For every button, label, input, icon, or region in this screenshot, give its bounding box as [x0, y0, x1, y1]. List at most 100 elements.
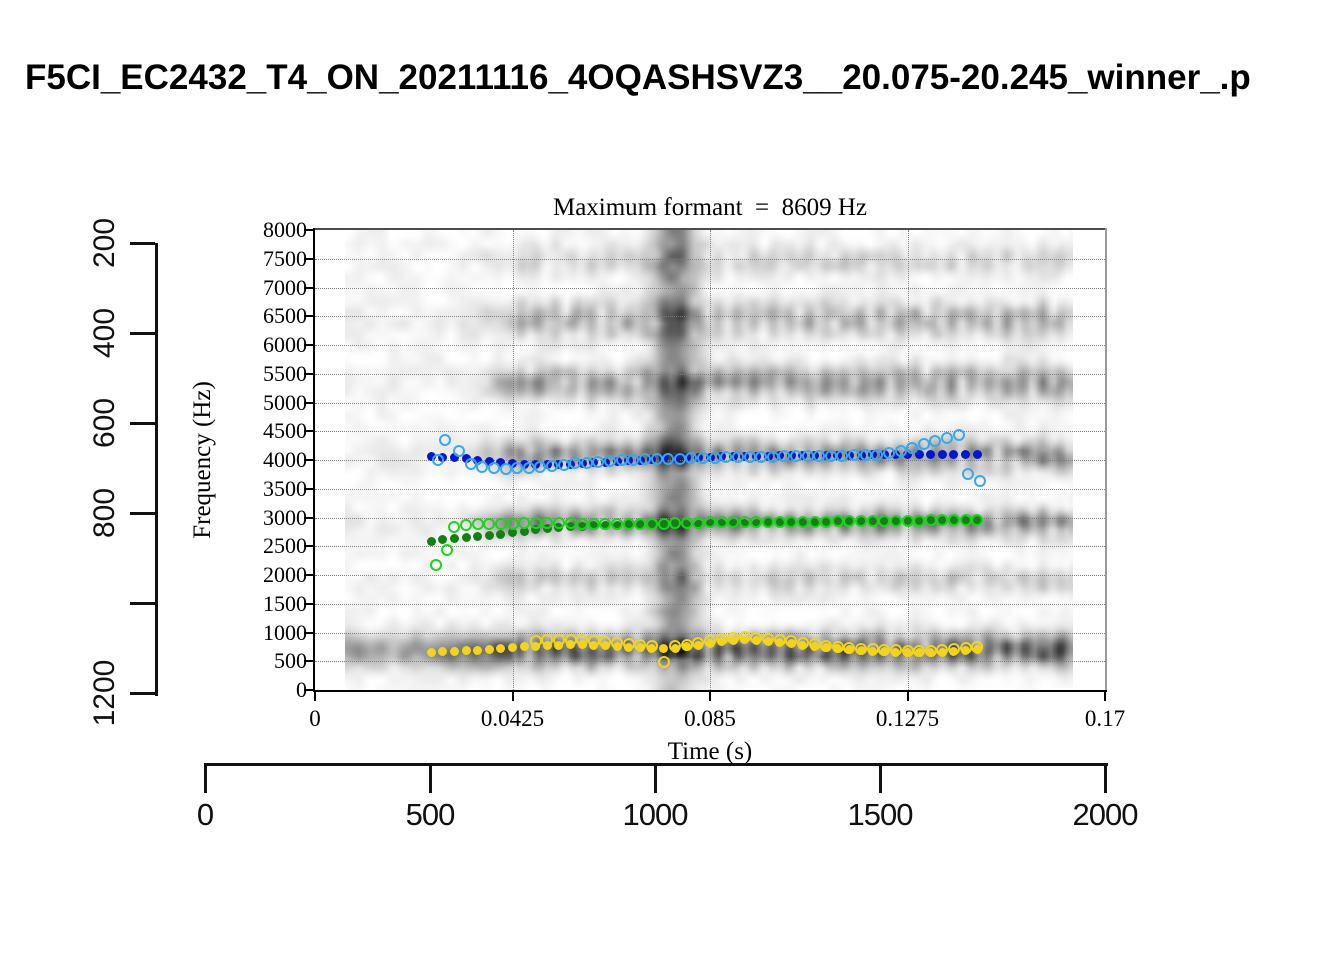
formant-point-F3-track-open	[720, 451, 733, 464]
formant-point-F3-track-filled	[914, 450, 924, 460]
formant-point-F3-track-open	[697, 451, 710, 464]
bottom-ruler-tick	[204, 763, 207, 793]
formant-point-F2-track-open	[657, 517, 670, 530]
formant-point-F1-track-open	[866, 643, 879, 656]
formant-point-F2-track-open	[622, 517, 635, 530]
formant-point-F1-track-open	[820, 639, 833, 652]
formant-point-F3-track-open	[499, 462, 512, 475]
formant-point-F3-track-open	[952, 428, 965, 441]
formant-point-F3-track-open	[708, 451, 721, 464]
formant-point-F3-track-open	[439, 434, 452, 447]
formant-point-F2-track-open	[796, 515, 809, 528]
formant-point-F3-track-open	[627, 453, 640, 466]
formant-point-F3-track-open	[534, 460, 547, 473]
formant-point-F2-track-open	[715, 516, 728, 529]
left-ruler-tick	[130, 332, 155, 335]
x-tick	[1104, 692, 1106, 701]
formant-point-F3-track-open	[848, 449, 861, 462]
formant-point-F2-track-filled	[426, 536, 436, 546]
formant-point-F1-track-open	[645, 639, 658, 652]
formant-point-F2-track-open	[785, 515, 798, 528]
formant-point-F3-track-open	[743, 450, 756, 463]
y-tick-label: 4000	[263, 447, 307, 472]
formant-point-F2-track-open	[959, 514, 972, 527]
formant-point-F2-track-open	[750, 515, 763, 528]
formant-point-F3-track-open	[557, 458, 570, 471]
y-tick	[304, 430, 313, 433]
x-axis-line	[313, 690, 1107, 692]
formant-point-F2-track-open	[552, 517, 565, 530]
formant-point-F3-track-open	[882, 447, 895, 460]
formant-point-F1-track-open	[552, 633, 565, 646]
formant-point-F1-track-open	[924, 644, 937, 657]
formant-point-F3-track-filled	[903, 450, 912, 460]
formant-point-F1-track-open	[599, 636, 612, 649]
formant-point-F2-track-open	[820, 515, 833, 528]
formant-point-F3-track-open	[546, 459, 558, 472]
formant-point-F3-track-open	[929, 435, 942, 448]
y-tick-label: 3000	[263, 504, 307, 530]
y-tick	[304, 631, 313, 634]
formant-point-F1-track-filled	[449, 646, 459, 656]
formant-point-F2-track-open	[541, 517, 554, 530]
formant-point-F1-track-open	[611, 637, 624, 650]
formant-point-F2-track-filled	[461, 532, 471, 542]
formant-point-F2-track-open	[913, 514, 926, 527]
formant-point-F1-track-filled	[484, 644, 494, 654]
formant-point-F2-track-open	[564, 517, 577, 530]
y-tick	[304, 689, 313, 691]
y-tick-label: 2500	[263, 533, 307, 559]
formant-point-F1-track-open	[959, 642, 972, 655]
left-ruler-label-text: 1200	[88, 659, 121, 727]
formant-point-F1-track-open	[878, 643, 891, 656]
formant-point-F1-track-open	[634, 639, 647, 652]
y-tick-label: 7500	[263, 245, 307, 271]
y-axis-line	[313, 228, 315, 692]
formant-point-F1-track-open	[936, 644, 949, 657]
formant-point-F2-track-open	[704, 516, 716, 529]
formant-point-F1-track-filled	[438, 647, 448, 657]
formant-point-F3-track-open	[917, 438, 930, 451]
formant-point-F1-track-open	[889, 644, 902, 657]
formant-point-F1-track-open	[808, 638, 821, 651]
formant-point-F3-track-open	[755, 450, 768, 463]
formant-point-F2-track-open	[634, 517, 647, 530]
formant-point-F2-track-filled	[531, 525, 541, 535]
bottom-ruler-label: 2000	[1072, 797, 1139, 832]
y-tick	[304, 487, 313, 490]
left-ruler-tick	[130, 602, 155, 605]
formant-point-F2-track-filled	[496, 529, 506, 539]
formant-point-F3-track-open	[801, 449, 814, 462]
formant-point-F2-track-open	[924, 514, 937, 527]
formant-point-F3-track-open	[638, 453, 651, 466]
formant-point-F2-track-open	[460, 518, 473, 531]
y-tick	[304, 344, 313, 346]
y-tick	[304, 229, 313, 231]
formant-point-F3-track-open	[731, 451, 744, 464]
y-tick-label: 5500	[263, 360, 307, 386]
formant-point-F3-track-filled	[949, 449, 959, 459]
left-ruler-label-text: 600	[88, 397, 121, 449]
y-axis-title-text: Frequency (Hz)	[189, 381, 216, 539]
bottom-ruler-label: 1500	[847, 797, 914, 832]
formant-point-F1-track-filled	[473, 645, 483, 655]
formant-point-F1-track-open	[587, 635, 600, 648]
x-tick-label: 0	[309, 706, 321, 731]
formant-point-F3-track-open	[580, 456, 593, 469]
formant-point-F1-track-open	[541, 633, 554, 646]
formant-point-F3-track-filled	[449, 453, 459, 463]
formant-point-F1-track-open	[785, 635, 798, 648]
formant-point-F3-track-open	[894, 444, 907, 457]
formant-point-F2-track-open	[936, 514, 949, 527]
formant-point-F2-track-open	[441, 544, 454, 557]
formant-point-F2-track-open	[529, 517, 542, 530]
y-tick	[304, 401, 313, 404]
formant-point-F1-track-open	[692, 636, 705, 649]
formant-point-F3-track-open	[662, 452, 675, 465]
left-ruler-label-text: 200	[88, 217, 121, 269]
y-tick-label: 1500	[263, 590, 307, 616]
formant-point-F1-track-open	[680, 638, 693, 651]
formant-point-F2-track-open	[855, 515, 868, 528]
formant-point-F2-track-open	[587, 517, 600, 530]
y-tick	[304, 286, 313, 289]
